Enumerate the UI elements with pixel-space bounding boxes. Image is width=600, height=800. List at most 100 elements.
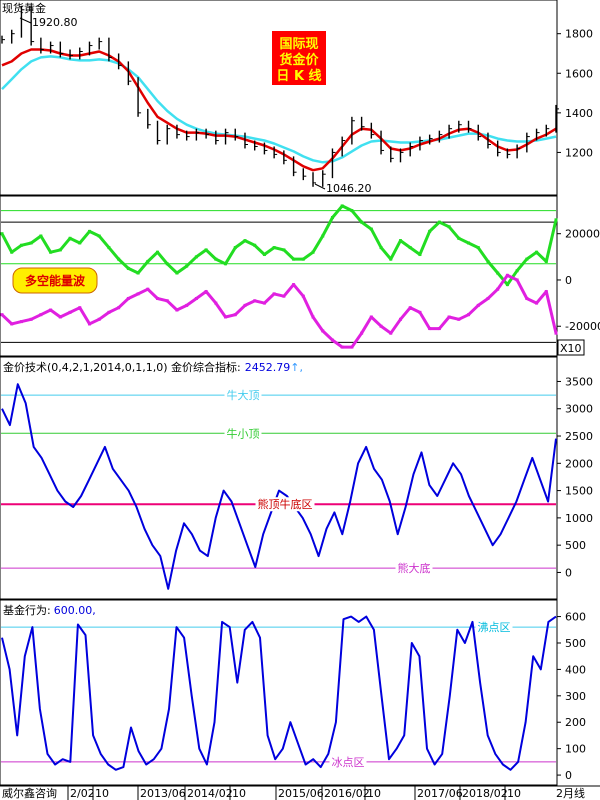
wave-green-line-point <box>282 248 286 252</box>
wave-magenta-line-point <box>204 290 208 294</box>
bear-bottom-label: 熊大底 <box>398 561 431 575</box>
wave-green-line-point <box>39 234 43 238</box>
wave-green-line-point <box>398 239 402 243</box>
wave-green-line-point <box>340 204 344 208</box>
tech-axis-tick-label: 2500 <box>565 430 593 443</box>
wave-magenta-line-point <box>19 320 23 324</box>
wave-green-line-point <box>136 271 140 275</box>
price-panel-frame <box>0 0 558 196</box>
wave-magenta-line-point <box>194 296 198 300</box>
date-label: 2/02 <box>70 787 95 800</box>
bull-minor-top-label: 牛小顶 <box>227 426 260 440</box>
price-axis-tick-label: 1400 <box>565 107 593 120</box>
date-label: 2016/02 <box>324 787 370 800</box>
wave-green-line-point <box>185 264 189 268</box>
fund-axis-tick-label: 400 <box>565 663 586 676</box>
wave-green-line-point <box>379 246 383 250</box>
tech-axis-tick-label: 3000 <box>565 403 593 416</box>
wave-green-line-point <box>175 271 179 275</box>
wave-green-line-point <box>97 234 101 238</box>
wave-green-line-point <box>486 259 490 263</box>
bear-bottom-label-bg <box>395 561 433 576</box>
wave-magenta-line-point <box>0 313 4 317</box>
wave-green-line-point <box>505 283 509 287</box>
wave-magenta-line-point <box>360 331 364 335</box>
wave-green-line-point <box>389 257 393 261</box>
wave-magenta-line-point <box>369 315 373 319</box>
wave-green-line-point <box>476 246 480 250</box>
wave-magenta-line-point <box>29 317 33 321</box>
wave-magenta-line-point <box>292 283 296 287</box>
tech-axis-tick-label: 1500 <box>565 485 593 498</box>
date-label: 2014/02 <box>187 787 233 800</box>
wave-magenta-line-point <box>544 290 548 294</box>
wave-magenta-line-point <box>321 329 325 333</box>
fund-axis-tick-label: 500 <box>565 637 586 650</box>
wave-magenta-line-point <box>515 278 519 282</box>
title-box-line-2: 货金价 <box>279 52 319 68</box>
wave-magenta-line-point <box>224 315 228 319</box>
wave-magenta-line-point <box>311 315 315 319</box>
title-box-background <box>272 31 326 85</box>
wave-magenta-line-point <box>214 301 218 305</box>
freezing-zone-label: 冰点区 <box>332 756 365 769</box>
wave-magenta-line-point <box>262 301 266 305</box>
wave-green-line-point <box>253 243 257 247</box>
wave-magenta-line-point <box>525 296 529 300</box>
tech-indicator-title-text: 金价技术(0,4,2,1,2014,0,1,1,0) 金价综合指标: <box>3 360 241 374</box>
wave-magenta-line-point <box>457 317 461 321</box>
tech-axis-tick-label: 1000 <box>565 512 593 525</box>
wave-magenta-line-point <box>379 324 383 328</box>
wave-magenta-line-point <box>486 296 490 300</box>
wave-magenta-line-point <box>185 303 189 307</box>
wave-green-line-point <box>515 269 519 273</box>
wave-green-line-point <box>243 239 247 243</box>
date-label: 2013/06 <box>140 787 186 800</box>
fund-behavior-line <box>1 615 557 771</box>
wave-magenta-line-point <box>301 294 305 298</box>
wave-green-line-point <box>418 253 422 257</box>
tech-axis-tick-label: 0 <box>565 566 572 579</box>
date-label: 10 <box>367 787 381 800</box>
wave-magenta-line-point <box>39 313 43 317</box>
wave-green-line-point <box>68 236 72 240</box>
wave-green-line-point <box>233 246 237 250</box>
boiling-zone-label: 沸点区 <box>478 621 511 634</box>
price-high-leader <box>19 17 32 24</box>
wave-green-line-point <box>272 246 276 250</box>
wave-green-line-point <box>535 250 539 254</box>
date-label: 2015/06 <box>278 787 324 800</box>
freezing-zone-label-bg <box>329 754 367 769</box>
wave-magenta-line-point <box>330 338 334 342</box>
tech-indicator-value: 2452.79 <box>245 361 291 374</box>
energy-wave-badge: 多空能量波 <box>12 267 98 294</box>
wave-green-line-point <box>0 232 4 236</box>
fund-axis-tick-label: 0 <box>565 769 572 782</box>
wave-magenta-line-point <box>49 308 53 312</box>
wave-green-line-point <box>447 225 451 229</box>
wave-green-line-point <box>107 246 111 250</box>
wave-magenta-line-point <box>146 287 150 291</box>
wave-magenta-line-point <box>107 310 111 314</box>
wave-green-line-point <box>292 257 296 261</box>
bull-top-label-bg <box>224 388 262 403</box>
wave-magenta-line-point <box>437 327 441 331</box>
wave-magenta-line-point <box>58 315 62 319</box>
wave-magenta-line-point <box>126 296 130 300</box>
price-low-leader <box>314 183 326 190</box>
wave-magenta-line-point <box>428 327 432 331</box>
wave-green-line-point <box>262 253 266 257</box>
wave-magenta-line <box>0 273 558 349</box>
wave-green-line-point <box>467 241 471 245</box>
wave-magenta-line-point <box>398 317 402 321</box>
wave-magenta-line-point <box>10 322 14 326</box>
wave-magenta-line-point <box>175 308 179 312</box>
date-label: 10 <box>95 787 109 800</box>
wave-magenta-line-point <box>136 292 140 296</box>
title-box-line-3: 日 K 线 <box>276 68 321 84</box>
source-label: 威尔鑫咨询 <box>2 786 57 800</box>
fund-axis-tick-label: 600 <box>565 611 586 624</box>
tech-indicator-arrow: ↑, <box>290 361 303 374</box>
wave-green-line-point <box>311 250 315 254</box>
scale-label: X10 <box>560 342 582 355</box>
